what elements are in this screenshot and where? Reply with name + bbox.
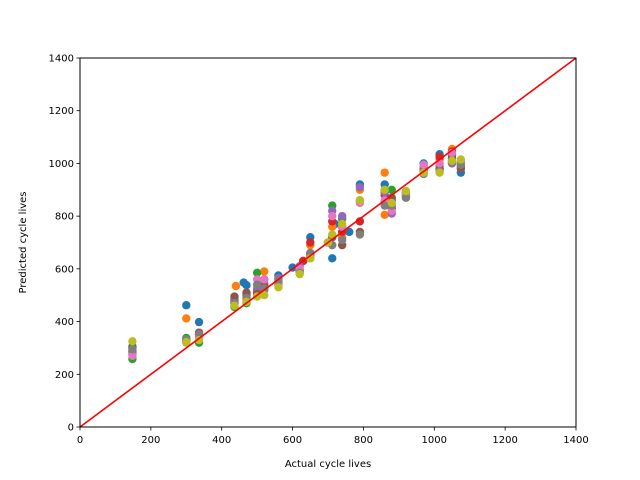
data-point-s1-p14: [380, 210, 389, 220]
x-tick-label: 800: [354, 435, 373, 446]
x-tick-label: 400: [212, 435, 231, 446]
data-point-s3-p12: [355, 217, 365, 226]
data-point-s8-p8: [295, 269, 304, 279]
data-point-s7-p13: [380, 201, 389, 210]
data-point-s7-p0: [128, 345, 137, 354]
data-point-s6-p10: [328, 211, 337, 221]
data-point-s1-p6: [260, 267, 269, 276]
data-point-s6-p17: [435, 159, 444, 168]
x-tick-label: 600: [283, 435, 302, 446]
data-point-s0-p1: [182, 301, 191, 310]
y-tick-label: 1200: [49, 106, 74, 117]
x-tick-label: 1200: [492, 435, 517, 446]
y-tick-label: 400: [55, 317, 74, 328]
data-point-s8-p3: [230, 301, 239, 310]
data-point-s8-p2: [194, 335, 204, 345]
reference-line-layer: [79, 57, 577, 428]
y-tick-label: 600: [55, 264, 74, 275]
data-point-s0-p5: [242, 281, 251, 290]
data-point-s8-p14: [380, 185, 389, 194]
data-point-s6-p6: [260, 275, 269, 284]
x-tick-label: 200: [141, 435, 160, 446]
data-point-s8-p0: [128, 337, 137, 346]
y-axis-ticks: 0 200 400 600 800 1000 1200 1400: [49, 54, 80, 434]
y-tick-label: 800: [55, 212, 74, 223]
data-point-s8-p15: [387, 198, 396, 208]
data-point-s8-p11: [328, 230, 337, 239]
data-point-s7-p15: [401, 193, 411, 202]
y-axis-label: Predicted cycle lives: [18, 192, 29, 294]
data-point-s6-p18: [447, 148, 457, 158]
data-point-s8-p18: [435, 168, 444, 177]
data-point-s7-p11: [337, 235, 347, 245]
x-axis-ticks: 0 200 400 600 800 1000 1200 1400: [77, 427, 589, 446]
data-point-s2-p5: [252, 268, 262, 278]
x-tick-label: 1400: [563, 435, 588, 446]
data-point-s4-p11: [337, 211, 347, 221]
data-point-s8-p19: [447, 156, 457, 165]
data-point-s2-p14: [387, 185, 396, 194]
data-point-s8-p13: [355, 196, 365, 205]
data-point-s6-p0: [128, 351, 137, 361]
y-tick-label: 1400: [49, 54, 74, 65]
data-point-s5-p3: [230, 292, 239, 301]
data-point-s8-p12: [337, 219, 347, 229]
data-point-s7-p5: [252, 280, 262, 289]
plot-area: [79, 57, 577, 428]
data-point-s0-p13: [328, 254, 337, 263]
y-tick-label: 200: [55, 370, 74, 381]
data-point-s8-p7: [274, 283, 283, 292]
data-point-s1-p1: [182, 314, 191, 323]
x-tick-label: 1000: [422, 435, 447, 446]
reference-line: [79, 57, 577, 428]
data-point-s0-p2: [194, 317, 204, 327]
data-point-s3-p9: [306, 238, 315, 247]
data-point-s8-p9: [306, 254, 315, 263]
data-point-s8-p6: [260, 291, 269, 300]
data-point-s0-p16: [345, 227, 354, 237]
data-point-s8-p16: [401, 186, 411, 196]
x-axis-label: Actual cycle lives: [285, 459, 371, 470]
data-point-s8-p20: [456, 155, 466, 164]
x-tick-label: 0: [77, 435, 83, 446]
points-layer: [128, 144, 466, 364]
y-tick-label: 1000: [49, 159, 74, 170]
data-point-s3-p17: [435, 152, 444, 162]
y-tick-label: 0: [68, 423, 74, 434]
data-point-s8-p1: [182, 337, 191, 347]
data-point-s6-p16: [419, 160, 428, 169]
data-point-s7-p12: [355, 230, 365, 239]
data-point-s1-p13: [380, 168, 389, 177]
axes-frame: [79, 57, 577, 428]
data-point-s1-p3: [231, 281, 241, 291]
data-point-s4-p12: [355, 182, 365, 192]
